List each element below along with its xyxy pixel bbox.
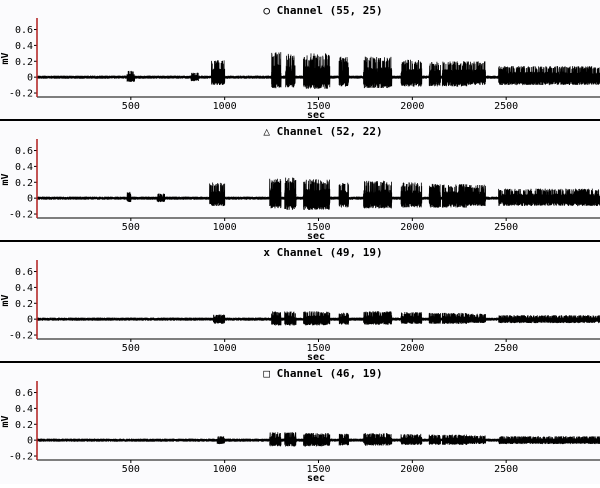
x-tick-label: 1000 (213, 343, 237, 354)
y-tick-label: -0.2 (9, 452, 33, 463)
y-tick-label: -0.2 (9, 210, 33, 221)
x-tick-label: 1500 (306, 222, 330, 233)
panel-title: △ Channel (52, 22) (263, 125, 382, 138)
x-tick-label: 500 (122, 222, 140, 233)
channel-panel-3: x Channel (49, 19) mV -0.2 0 0.2 0.4 0.6 500 100… (0, 242, 600, 364)
x-tick-label: 2000 (400, 343, 424, 354)
y-axis-label: mV (0, 294, 11, 306)
x-tick-label: 500 (122, 101, 140, 112)
y-tick-label: 0.4 (15, 162, 33, 173)
y-tick-label: 0.6 (15, 25, 33, 36)
panel-title: x Channel (49, 19) (263, 246, 382, 259)
y-tick-label: 0.4 (15, 404, 33, 415)
panel-divider (0, 119, 600, 122)
signal-trace (36, 52, 600, 89)
y-tick-label: 0.6 (15, 388, 33, 399)
x-axis-label: sec (307, 110, 325, 121)
x-tick-label: 2000 (400, 222, 424, 233)
panel-divider (0, 361, 600, 364)
y-axis-label: mV (0, 415, 11, 427)
x-tick-label: 1000 (213, 222, 237, 233)
x-axis-label: sec (307, 231, 325, 242)
x-tick-label: 2500 (494, 222, 518, 233)
x-axis-label: sec (307, 473, 325, 484)
y-axis-label: mV (0, 52, 11, 64)
x-tick-label: 500 (122, 343, 140, 354)
y-tick-label: 0.2 (15, 299, 33, 310)
panel-title: □ Channel (46, 19) (263, 367, 382, 380)
y-tick-label: 0.4 (15, 41, 33, 52)
panel-divider (0, 240, 600, 243)
y-tick-label: 0.2 (15, 57, 33, 68)
y-tick-label: -0.2 (9, 331, 33, 342)
x-tick-label: 1500 (306, 343, 330, 354)
y-tick-label: 0.4 (15, 283, 33, 294)
x-tick-label: 1000 (213, 101, 237, 112)
signal-trace (36, 311, 600, 326)
x-tick-label: 2000 (400, 101, 424, 112)
x-axis-label: sec (307, 352, 325, 363)
signal-trace (36, 432, 600, 447)
x-tick-label: 1500 (306, 464, 330, 475)
y-tick-label: 0 (27, 315, 33, 326)
x-tick-label: 1500 (306, 101, 330, 112)
channel-panel-1: ○ Channel (55, 25) mV -0.2 0 0.2 0.4 0.6 500 100… (0, 0, 600, 122)
x-tick-label: 2000 (400, 464, 424, 475)
y-tick-label: 0.6 (15, 146, 33, 157)
panel-background (0, 363, 600, 484)
y-tick-label: 0.2 (15, 178, 33, 189)
y-tick-label: 0 (27, 73, 33, 84)
x-tick-label: 2500 (494, 343, 518, 354)
y-tick-label: -0.2 (9, 89, 33, 100)
x-tick-label: 2500 (494, 464, 518, 475)
panel-background (0, 242, 600, 363)
x-tick-label: 2500 (494, 101, 518, 112)
y-tick-label: 0.6 (15, 267, 33, 278)
y-tick-label: 0 (27, 194, 33, 205)
y-tick-label: 0 (27, 436, 33, 447)
y-tick-label: 0.2 (15, 420, 33, 431)
signal-trace (36, 177, 600, 211)
y-axis-label: mV (0, 173, 11, 185)
x-tick-label: 500 (122, 464, 140, 475)
channel-panel-2: △ Channel (52, 22) mV -0.2 0 0.2 0.4 0.6 500 100… (0, 121, 600, 243)
channel-panel-4: □ Channel (46, 19) mV -0.2 0 0.2 0.4 0.6 500 100… (0, 363, 600, 484)
panel-background (0, 0, 600, 121)
x-tick-label: 1000 (213, 464, 237, 475)
panel-title: ○ Channel (55, 25) (263, 4, 382, 17)
panel-background (0, 121, 600, 242)
